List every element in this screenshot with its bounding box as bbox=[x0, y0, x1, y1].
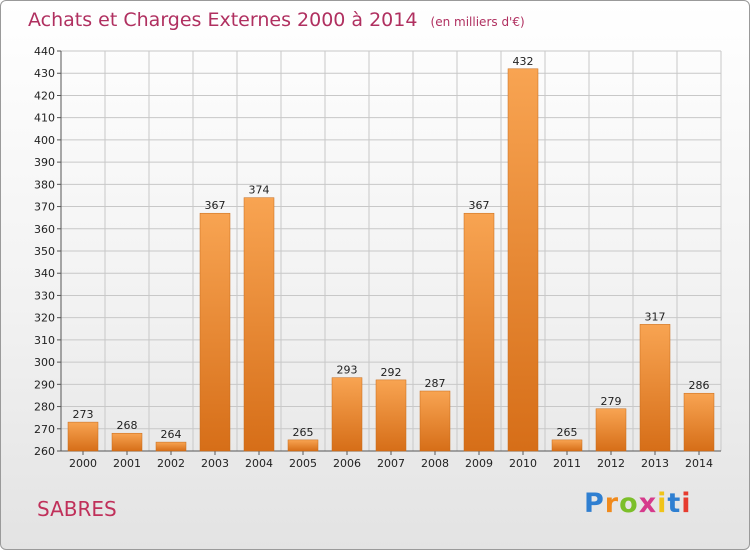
y-tick-label: 290 bbox=[34, 378, 55, 391]
value-label-2002: 264 bbox=[161, 428, 182, 441]
x-tick-label-2002: 2002 bbox=[157, 457, 185, 470]
x-tick-label-2012: 2012 bbox=[597, 457, 625, 470]
logo-letter: i bbox=[657, 488, 668, 519]
value-label-2010: 432 bbox=[513, 55, 534, 68]
logo-letter: o bbox=[619, 488, 639, 519]
place-name: SABRES bbox=[37, 497, 117, 521]
y-tick-label: 320 bbox=[34, 312, 55, 325]
bar-2002 bbox=[155, 441, 187, 452]
bar-2005 bbox=[287, 439, 319, 452]
y-tick-label: 420 bbox=[34, 89, 55, 102]
logo-letter: P bbox=[584, 488, 605, 519]
y-tick-label: 410 bbox=[34, 112, 55, 125]
bar-2013 bbox=[639, 324, 671, 452]
x-tick-label-2008: 2008 bbox=[421, 457, 449, 470]
value-labels: 273 268 264 367 374 265 293 292 287 367 432 265 279 3… bbox=[73, 55, 710, 441]
y-tick-label: 440 bbox=[34, 45, 55, 58]
value-label-2009: 367 bbox=[469, 199, 490, 212]
bar-2007 bbox=[375, 379, 407, 452]
bar-2006 bbox=[331, 377, 363, 452]
x-tick-label-2001: 2001 bbox=[113, 457, 141, 470]
bar-2008 bbox=[419, 390, 451, 452]
x-tick-label-2010: 2010 bbox=[509, 457, 537, 470]
tick-labels: 260 270 280 290 300 310 320 330 340 350 360 370 380 3… bbox=[34, 45, 713, 470]
y-tick-label: 430 bbox=[34, 67, 55, 80]
x-tick-label-2006: 2006 bbox=[333, 457, 361, 470]
logo-letter: t bbox=[667, 488, 682, 519]
y-tick-label: 300 bbox=[34, 356, 55, 369]
value-label-2013: 317 bbox=[645, 310, 666, 323]
value-label-2006: 293 bbox=[337, 364, 358, 377]
bar-2012 bbox=[595, 408, 627, 452]
logo-letter: x bbox=[638, 488, 658, 519]
logo-letter: i bbox=[681, 488, 692, 519]
y-tick-label: 350 bbox=[34, 245, 55, 258]
bar-2011 bbox=[551, 439, 583, 452]
value-label-2004: 374 bbox=[249, 184, 270, 197]
value-label-2003: 367 bbox=[205, 199, 226, 212]
value-label-2014: 286 bbox=[689, 379, 710, 392]
value-label-2005: 265 bbox=[293, 426, 314, 439]
chart-title: Achats et Charges Externes 2000 à 2014 (… bbox=[28, 9, 525, 31]
y-tick-label: 330 bbox=[34, 289, 55, 302]
title-text: Achats et Charges Externes 2000 à 2014 bbox=[28, 9, 418, 31]
x-tick-label-2013: 2013 bbox=[641, 457, 669, 470]
y-tick-label: 280 bbox=[34, 401, 55, 414]
x-tick-label-2014: 2014 bbox=[685, 457, 713, 470]
proxiti-logo: Proxiti bbox=[584, 488, 692, 519]
y-tick-label: 390 bbox=[34, 156, 55, 169]
y-tick-label: 270 bbox=[34, 423, 55, 436]
x-tick-label-2000: 2000 bbox=[69, 457, 97, 470]
y-tick-label: 360 bbox=[34, 223, 55, 236]
x-tick-label-2004: 2004 bbox=[245, 457, 273, 470]
y-tick-label: 340 bbox=[34, 267, 55, 280]
logo-letter: r bbox=[604, 488, 620, 519]
bar-2001 bbox=[111, 432, 143, 452]
value-label-2008: 287 bbox=[425, 377, 446, 390]
bar-2004 bbox=[243, 197, 275, 452]
bar-2010 bbox=[507, 68, 539, 452]
bar-2009 bbox=[463, 212, 495, 452]
x-tick-label-2003: 2003 bbox=[201, 457, 229, 470]
y-tick-label: 310 bbox=[34, 334, 55, 347]
bar-2014 bbox=[683, 392, 715, 452]
subtitle-text: (en milliers d'€) bbox=[430, 15, 525, 29]
x-tick-label-2011: 2011 bbox=[553, 457, 581, 470]
value-label-2007: 292 bbox=[381, 366, 402, 379]
bar-2003 bbox=[199, 212, 231, 452]
x-tick-label-2007: 2007 bbox=[377, 457, 405, 470]
x-tick-label-2005: 2005 bbox=[289, 457, 317, 470]
value-label-2011: 265 bbox=[557, 426, 578, 439]
y-tick-label: 400 bbox=[34, 134, 55, 147]
value-label-2001: 268 bbox=[117, 419, 138, 432]
bar-2000 bbox=[67, 421, 99, 452]
value-label-2012: 279 bbox=[601, 395, 622, 408]
bars bbox=[67, 68, 715, 452]
y-tick-label: 370 bbox=[34, 201, 55, 214]
x-tick-label-2009: 2009 bbox=[465, 457, 493, 470]
y-tick-label: 380 bbox=[34, 178, 55, 191]
y-tick-label: 260 bbox=[34, 445, 55, 458]
value-label-2000: 273 bbox=[73, 408, 94, 421]
